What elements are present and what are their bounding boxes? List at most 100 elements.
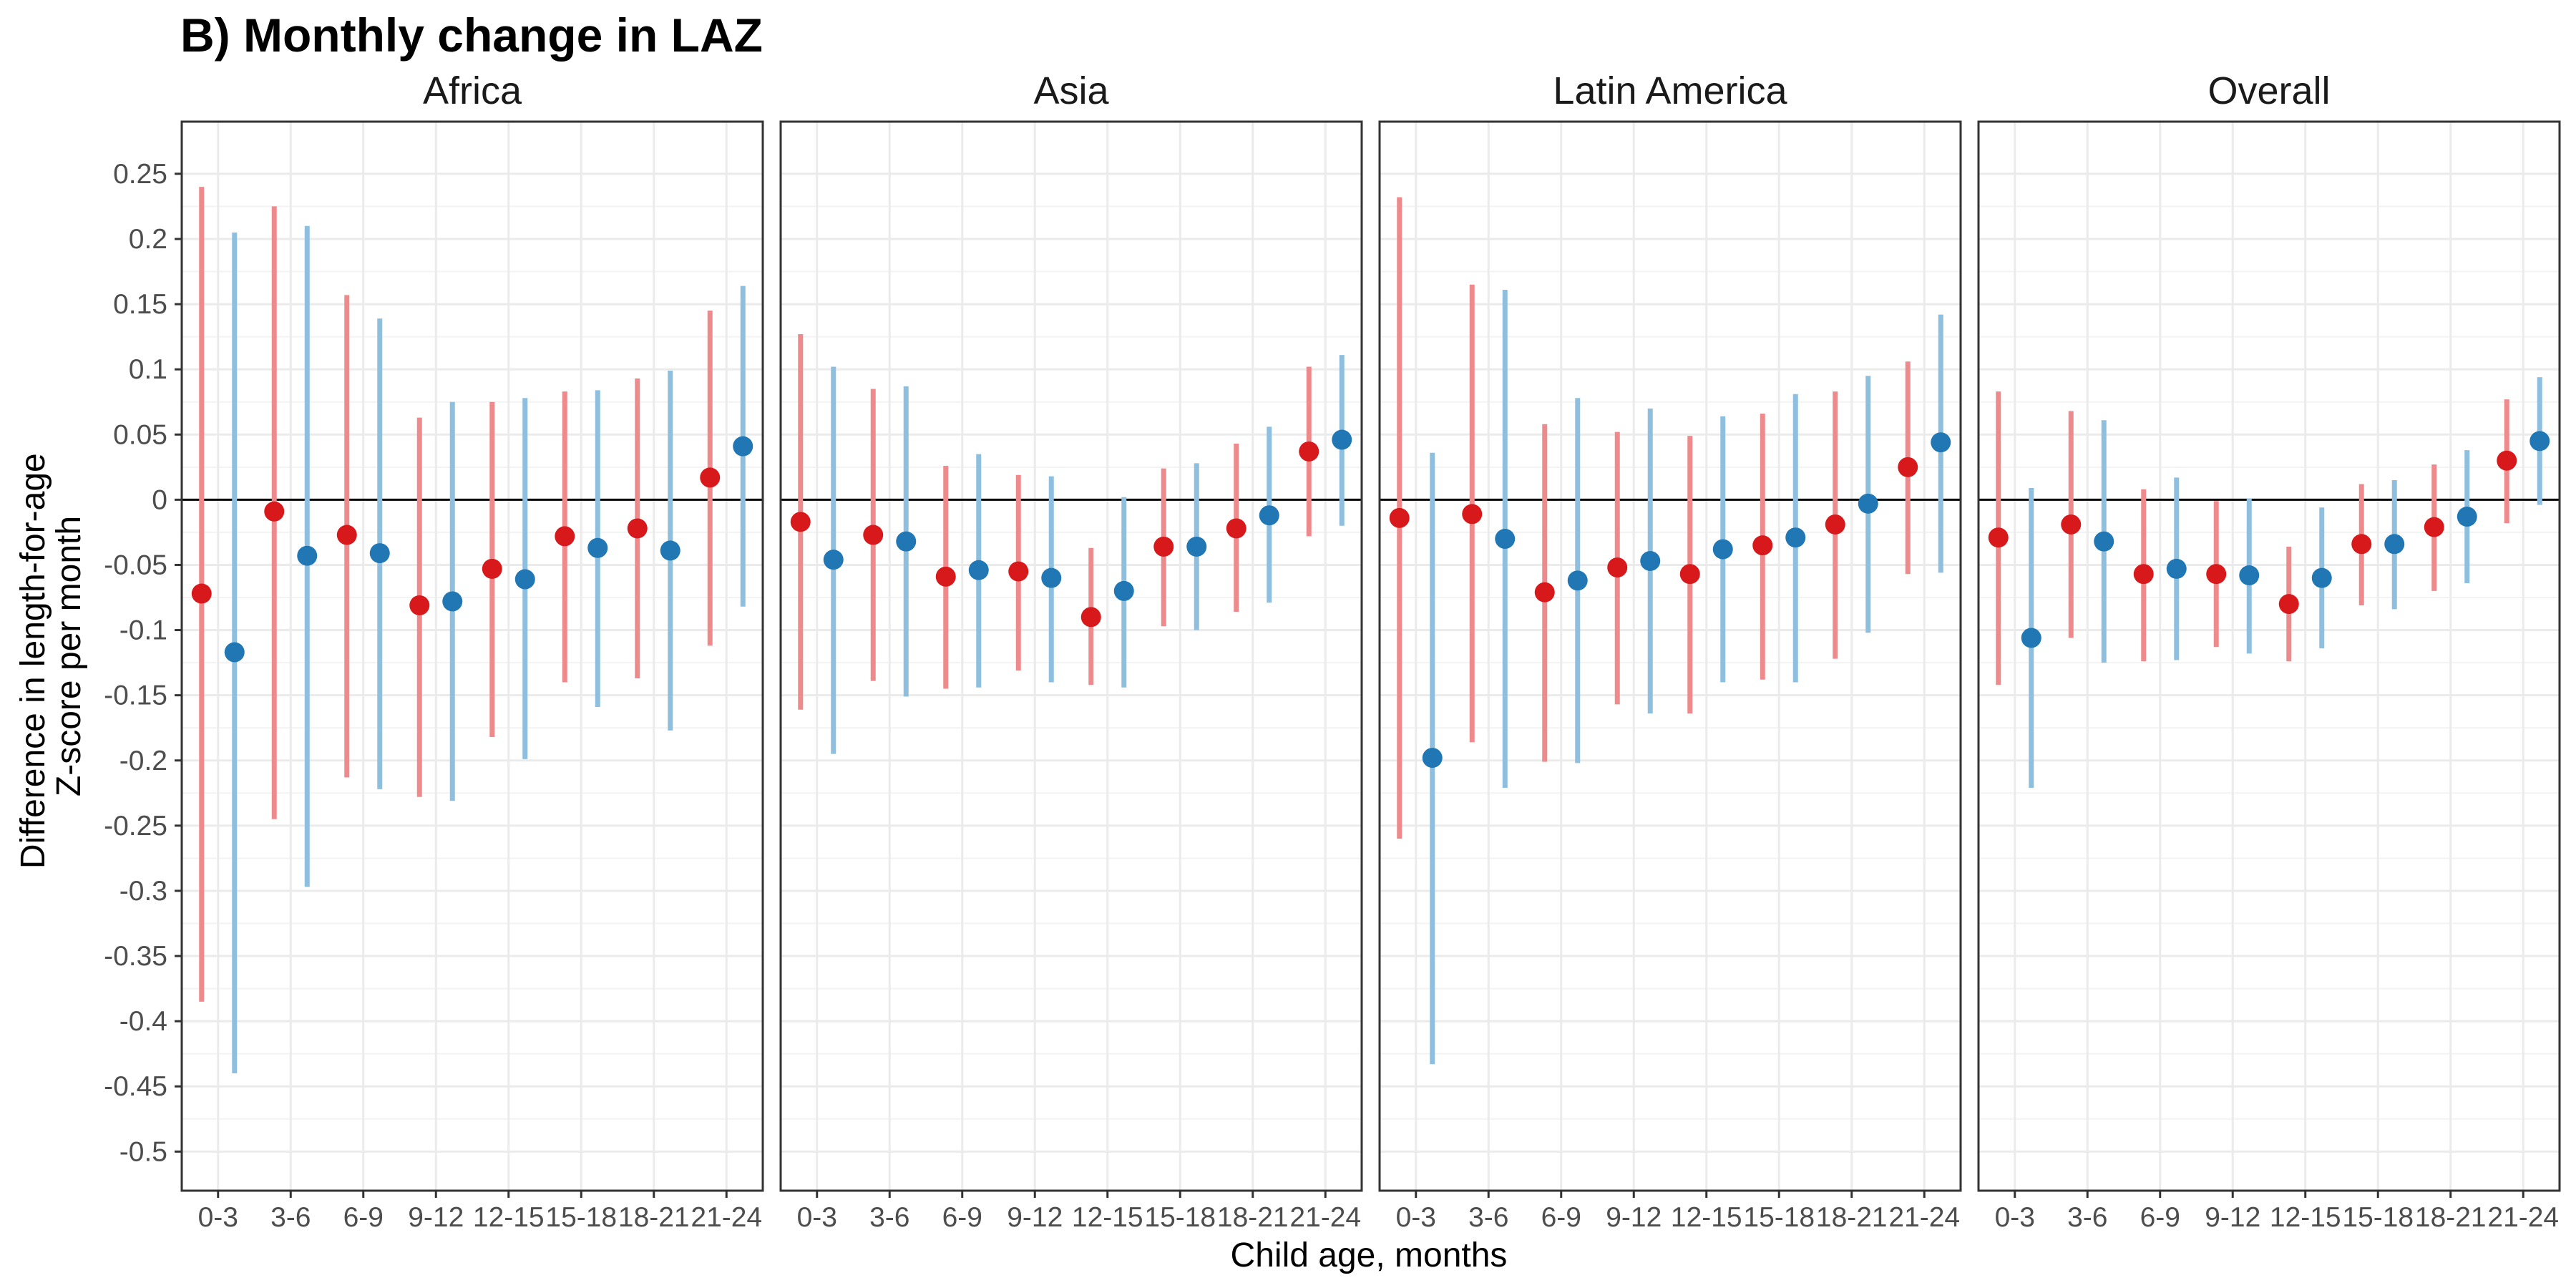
data-point [1186,536,1207,557]
data-point [2021,628,2041,648]
data-point [1041,567,1062,588]
data-point [1898,457,1918,477]
data-point [2061,514,2082,535]
y-tick-label: -0.4 [119,1006,167,1037]
panel-border [779,120,1363,1192]
x-tick-label: 3-6 [2067,1202,2107,1233]
x-axis-title: Child age, months [1231,1236,1508,1274]
data-point [1153,536,1174,557]
facet-label: Overall [2207,69,2330,112]
data-point [1113,580,1134,601]
x-tick-label: 15-18 [2342,1202,2414,1233]
panel-border [1378,120,1962,1192]
x-tick-label: 9-12 [1007,1202,1063,1233]
x-tick-label: 21-24 [1888,1202,1960,1233]
y-axis-title-line-1: Difference in length-for-age [14,453,52,869]
data-point [224,642,245,663]
data-point [1008,561,1029,582]
data-point [409,595,430,615]
data-point [442,591,463,612]
data-point [935,566,956,587]
y-axis-title-line-2: Z-score per month [50,516,88,796]
panel-latin-america: Latin America [1378,69,1962,1192]
x-tick-label: 0-3 [1995,1202,2035,1233]
data-point [264,501,285,522]
y-tick-label: 0 [152,484,167,515]
y-tick-label: -0.05 [104,550,167,580]
data-point [514,569,535,590]
x-axis: 0-3 3-6 6-9 9-12 12-15 15-18 18-21 21-24 0-3 3-6 6… [198,1191,2559,1233]
x-tick-label: 15-18 [545,1202,617,1233]
data-point [1931,432,1951,453]
data-point [1534,582,1555,602]
data-point [968,560,989,580]
data-point [1389,507,1410,528]
chart-title: B) Monthly change in LAZ [180,9,763,62]
data-point [1752,535,1773,556]
y-axis: 0.25 0.2 0.15 0.1 0.05 0 -0.05 -0.1 -0.15 -0.2 -0.… [104,159,182,1167]
y-tick-label: 0.15 [113,289,167,320]
data-point [1462,504,1483,525]
data-point [2497,450,2517,471]
y-tick-label: 0.25 [113,159,167,190]
data-point [1640,550,1661,571]
x-tick-label: 6-9 [343,1202,384,1233]
data-point [863,525,884,545]
x-tick-label: 0-3 [198,1202,238,1233]
x-tick-label: 21-24 [2487,1202,2559,1233]
data-point [1785,527,1806,548]
data-point [1299,441,1319,462]
data-point [336,525,357,545]
data-point [1080,607,1101,628]
x-tick-label: 18-21 [1217,1202,1289,1233]
y-tick-label: -0.35 [104,941,167,972]
x-tick-label: 6-9 [942,1202,982,1233]
data-point [1988,527,2009,548]
data-point [2133,564,2154,585]
data-point [1607,557,1628,578]
data-point [2206,564,2227,585]
data-point [191,583,212,604]
panel-africa: Africa [180,69,764,1192]
facet-label: Africa [423,69,522,112]
facet-panels: Africa Asia Latin America Overall [180,69,2561,1192]
data-point [1567,570,1588,591]
x-tick-label: 15-18 [1144,1202,1216,1233]
panel-asia: Asia [779,69,1363,1192]
y-tick-label: -0.25 [104,811,167,841]
y-tick-label: 0.05 [113,419,167,450]
data-point [1495,529,1516,550]
data-point [2239,565,2260,586]
data-point [2529,431,2550,452]
x-tick-label: 3-6 [270,1202,311,1233]
x-tick-label: 21-24 [1289,1202,1361,1233]
y-tick-label: -0.45 [104,1071,167,1102]
x-tick-label: 6-9 [1541,1202,1581,1233]
data-point [790,512,811,532]
x-tick-label: 3-6 [869,1202,909,1233]
x-tick-label: 9-12 [408,1202,464,1233]
data-point [555,526,575,547]
y-tick-label: -0.15 [104,680,167,711]
x-tick-label: 18-21 [2415,1202,2487,1233]
data-point [1259,505,1279,526]
x-tick-label: 6-9 [2140,1202,2180,1233]
data-point [1422,748,1443,769]
data-point [2094,531,2114,552]
data-point [2351,534,2372,555]
data-point [587,537,608,558]
y-axis-title: Difference in length-for-age Z-score per… [14,444,88,869]
x-tick-label: 12-15 [1072,1202,1143,1233]
x-tick-label: 3-6 [1468,1202,1508,1233]
x-tick-label: 12-15 [1671,1202,1742,1233]
x-tick-label: 12-15 [2270,1202,2341,1233]
data-point [1226,518,1246,539]
data-point [2311,567,2332,588]
panel-border [1977,120,2561,1192]
facet-label: Asia [1033,69,1109,112]
x-tick-label: 18-21 [1816,1202,1888,1233]
data-point [1825,514,1845,535]
data-point [823,550,844,570]
data-point [2166,558,2187,579]
